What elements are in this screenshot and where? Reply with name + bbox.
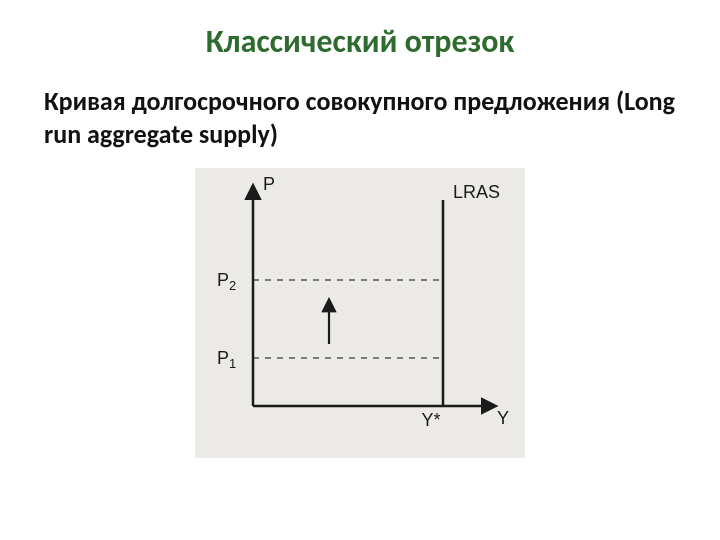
figure-container: PP1P2YY*LRAS <box>0 150 720 458</box>
svg-text:P: P <box>263 174 275 194</box>
slide-title: Классический отрезок <box>0 0 720 61</box>
slide-subtitle: Кривая долгосрочного совокупного предлож… <box>0 61 720 150</box>
svg-text:Y*: Y* <box>421 410 440 430</box>
svg-text:Y: Y <box>497 408 509 428</box>
chart-svg: PP1P2YY*LRAS <box>195 168 525 458</box>
lras-chart: PP1P2YY*LRAS <box>195 168 525 458</box>
svg-text:LRAS: LRAS <box>453 182 500 202</box>
